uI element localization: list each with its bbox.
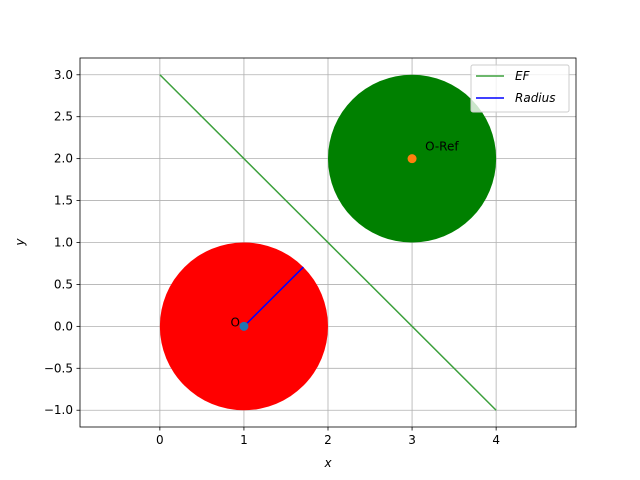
x-axis-label: x: [323, 456, 332, 470]
y-tick-label: 0.0: [54, 319, 73, 333]
points: O O-Ref: [230, 140, 459, 331]
y-tick-label: 2.5: [54, 110, 73, 124]
series-line-radius: [243, 266, 304, 327]
legend: EF Radius: [470, 64, 570, 113]
series-lines: [159, 74, 497, 411]
y-tick-label: 1.5: [54, 194, 73, 208]
x-tick-label: 1: [240, 433, 248, 447]
y-tick-label: −1.0: [44, 403, 73, 417]
point-label: O-Ref: [425, 140, 459, 154]
x-tick-label: 2: [324, 433, 332, 447]
point-label: O: [230, 315, 239, 329]
ticks: 0 1 2 3 4 −1.0 −0.5 0.0 0.5 1.0 1.5 2.0 2.5 3.0: [44, 68, 500, 447]
point-marker: [407, 154, 417, 164]
y-tick-label: 3.0: [54, 68, 73, 82]
x-tick-label: 0: [156, 433, 164, 447]
point-marker: [239, 321, 249, 331]
y-axis-label: y: [13, 238, 27, 247]
series-line-ef: [159, 74, 497, 411]
y-tick-label: 0.5: [54, 277, 73, 291]
x-tick-label: 4: [492, 433, 500, 447]
y-tick-label: 1.0: [54, 236, 73, 250]
legend-label: EF: [515, 69, 531, 83]
legend-label: Radius: [515, 91, 556, 105]
y-tick-label: 2.0: [54, 152, 73, 166]
y-tick-label: −0.5: [44, 361, 73, 375]
x-tick-label: 3: [408, 433, 416, 447]
